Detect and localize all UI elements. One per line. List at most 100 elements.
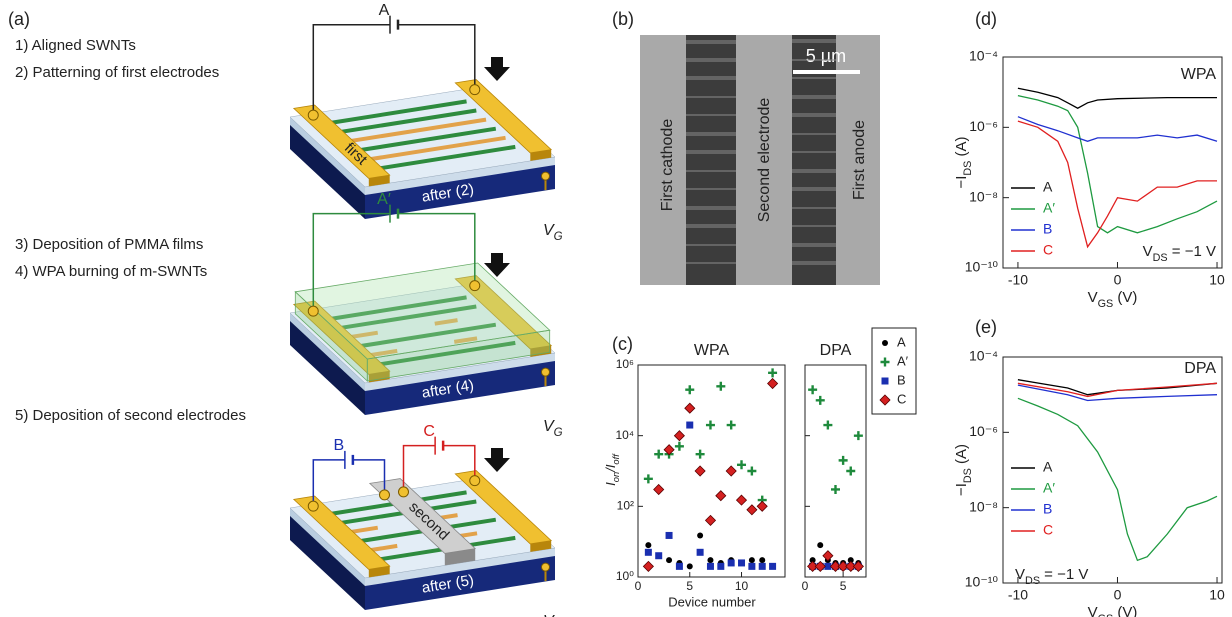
data-line bbox=[1018, 117, 1217, 142]
y-tick-label: 10⁻⁴ bbox=[969, 348, 998, 364]
circuit-label: B bbox=[334, 437, 345, 454]
point bbox=[728, 559, 735, 566]
plot-frame bbox=[638, 365, 785, 577]
circuit-wire bbox=[313, 25, 390, 116]
y-axis-label-part: −I bbox=[953, 176, 970, 189]
point bbox=[817, 542, 823, 548]
y-tick-label: 10⁻¹⁰ bbox=[965, 259, 999, 275]
sem-gap bbox=[686, 35, 736, 285]
x-tick-label: 10 bbox=[1209, 587, 1225, 603]
contact bbox=[470, 476, 480, 486]
point bbox=[685, 403, 695, 413]
gate-label: VG bbox=[543, 222, 563, 243]
gate-label-part: G bbox=[554, 427, 563, 439]
legend-label: A bbox=[1043, 459, 1053, 475]
data-line bbox=[1018, 385, 1217, 400]
gate-label: VG bbox=[543, 613, 563, 617]
contact bbox=[308, 501, 318, 511]
y-axis-label-part: DS bbox=[962, 468, 974, 483]
legend-label: C bbox=[897, 391, 906, 406]
point bbox=[716, 491, 726, 501]
point bbox=[748, 563, 755, 570]
process-arrow bbox=[484, 448, 510, 472]
y-axis-label: −IDS (A) bbox=[953, 444, 974, 496]
panel-title: WPA bbox=[694, 342, 730, 359]
point bbox=[676, 563, 683, 570]
data-line bbox=[1018, 380, 1217, 395]
annotation-part: V bbox=[1015, 566, 1025, 583]
x-tick-label: 0 bbox=[635, 579, 642, 593]
annotation-part: DS bbox=[1153, 252, 1168, 264]
contact bbox=[308, 110, 318, 120]
legend-label: C bbox=[1043, 522, 1053, 538]
gate-contact bbox=[542, 368, 550, 376]
x-tick-label: 5 bbox=[686, 579, 693, 593]
x-tick-label: 0 bbox=[802, 579, 809, 593]
point bbox=[675, 442, 684, 451]
panel-title: DPA bbox=[820, 342, 852, 359]
x-axis-label-part: V bbox=[1088, 604, 1098, 617]
x-axis-label-part: V bbox=[1088, 289, 1098, 306]
annotation-part: V bbox=[1143, 243, 1153, 260]
contact bbox=[470, 85, 480, 95]
x-tick-label: 5 bbox=[840, 579, 847, 593]
scale-text: 5 µm bbox=[806, 46, 846, 66]
legend-label: C bbox=[1043, 242, 1053, 258]
panel-label: (b) bbox=[612, 9, 634, 29]
x-tick-label: -10 bbox=[1008, 272, 1028, 288]
point bbox=[686, 422, 693, 429]
gate-label-part: V bbox=[543, 613, 555, 617]
step-text: 1) Aligned SWNTs bbox=[15, 37, 136, 54]
point bbox=[687, 563, 693, 569]
point bbox=[696, 450, 705, 459]
legend-label: A′ bbox=[1043, 200, 1055, 216]
y-axis-label: −IDS (A) bbox=[953, 136, 974, 188]
point bbox=[846, 467, 855, 476]
y-axis-label-part: off bbox=[611, 453, 621, 465]
sem-label: Second electrode bbox=[756, 98, 773, 223]
point bbox=[737, 460, 746, 469]
point bbox=[737, 495, 747, 505]
step-text: 5) Deposition of second electrodes bbox=[15, 407, 246, 424]
contact bbox=[380, 490, 390, 500]
point bbox=[823, 551, 833, 561]
y-tick-label: 10⁻⁸ bbox=[969, 498, 998, 514]
legend-label: A′ bbox=[1043, 480, 1055, 496]
point bbox=[839, 456, 848, 465]
panel-label: (e) bbox=[975, 317, 997, 337]
circuit-label: A′ bbox=[377, 191, 391, 208]
point bbox=[666, 532, 673, 539]
point bbox=[707, 557, 713, 563]
circuit-label: A bbox=[379, 2, 390, 19]
point bbox=[831, 485, 840, 494]
point bbox=[706, 515, 716, 525]
annotation-part: = −1 V bbox=[1168, 243, 1216, 260]
figure: (a) (b) (c) (d) (e) 1) Aligned SWNTs 2) … bbox=[0, 0, 1232, 617]
x-tick-label: 0 bbox=[1114, 587, 1122, 603]
chart-title: DPA bbox=[1184, 360, 1216, 377]
step-text: 4) WPA burning of m-SWNTs bbox=[15, 263, 207, 280]
x-axis-label: VGS (V) bbox=[1088, 289, 1138, 310]
point bbox=[695, 466, 705, 476]
point bbox=[823, 421, 832, 430]
point bbox=[717, 563, 724, 570]
gate-label: VG bbox=[543, 418, 563, 439]
point bbox=[654, 485, 664, 495]
point bbox=[726, 466, 736, 476]
point bbox=[697, 549, 704, 556]
point bbox=[706, 421, 715, 430]
y-axis-label-part: (A) bbox=[953, 136, 970, 160]
point bbox=[666, 557, 672, 563]
point bbox=[727, 421, 736, 430]
plot-frame bbox=[805, 365, 866, 577]
legend-label: A′ bbox=[897, 353, 909, 368]
point bbox=[697, 532, 703, 538]
circuit-wire bbox=[404, 446, 436, 492]
y-axis-label-part: on bbox=[611, 472, 621, 482]
x-axis-label-part: GS bbox=[1098, 298, 1114, 310]
point bbox=[769, 563, 776, 570]
y-axis-label-part: (A) bbox=[953, 444, 970, 468]
legend-label: B bbox=[1043, 501, 1052, 517]
point bbox=[738, 559, 745, 566]
point bbox=[768, 368, 777, 377]
